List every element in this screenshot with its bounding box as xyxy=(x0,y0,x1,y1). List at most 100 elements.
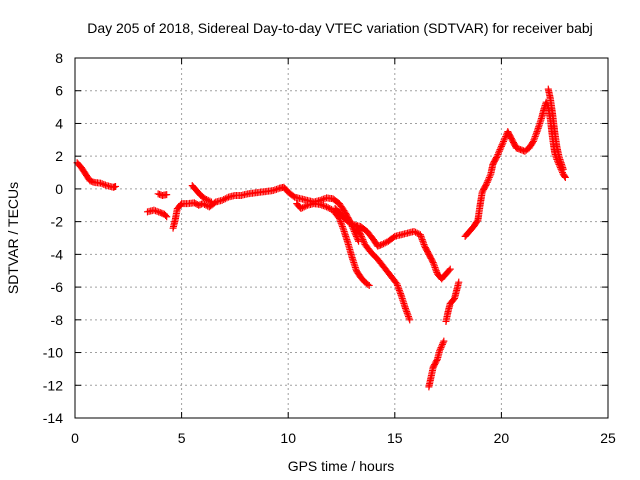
data-point xyxy=(500,137,508,145)
data-point xyxy=(438,342,446,350)
data-point xyxy=(207,198,215,206)
y-tick-label: -8 xyxy=(51,312,64,328)
data-point xyxy=(531,133,539,141)
data-point xyxy=(338,223,346,231)
x-tick-label: 15 xyxy=(387,430,403,446)
data-point xyxy=(395,285,403,293)
series-segment-seg10 xyxy=(442,278,463,325)
data-point xyxy=(297,205,305,213)
data-point xyxy=(455,278,463,286)
y-axis-label: SDTVAR / TECUs xyxy=(5,182,21,294)
series-segment-seg2 xyxy=(143,206,171,221)
data-point xyxy=(324,204,332,212)
data-point xyxy=(381,239,389,247)
data-point xyxy=(300,203,308,211)
data-point xyxy=(360,237,368,245)
data-point xyxy=(485,173,493,181)
data-point xyxy=(199,200,207,208)
data-point xyxy=(394,283,402,291)
data-point xyxy=(413,229,421,237)
x-tick-label: 0 xyxy=(71,430,79,446)
data-point xyxy=(402,306,410,314)
data-point xyxy=(429,259,437,267)
data-point xyxy=(430,260,438,268)
data-point xyxy=(403,309,411,317)
y-tick-label: -6 xyxy=(51,279,64,295)
data-point xyxy=(561,173,569,181)
data-point xyxy=(445,266,453,274)
data-point xyxy=(349,220,357,228)
data-point xyxy=(418,234,426,242)
data-point xyxy=(347,219,355,227)
data-point xyxy=(358,234,366,242)
data-point xyxy=(220,196,228,204)
data-point xyxy=(428,257,436,265)
series-segment-seg5 xyxy=(188,182,215,206)
data-point xyxy=(318,201,326,209)
data-point xyxy=(493,152,501,160)
data-point xyxy=(323,203,331,211)
data-point xyxy=(438,340,446,348)
data-point xyxy=(432,267,440,275)
data-point xyxy=(559,165,567,173)
data-point xyxy=(532,131,540,139)
data-point xyxy=(486,172,494,180)
data-point xyxy=(495,147,503,155)
data-point xyxy=(404,311,412,319)
data-point xyxy=(155,208,163,216)
data-point xyxy=(269,187,277,195)
data-point xyxy=(364,280,372,288)
data-point xyxy=(221,195,229,203)
data-point xyxy=(397,290,405,298)
data-point xyxy=(150,206,158,214)
series-segment-seg4 xyxy=(169,183,363,245)
y-tick-label: -4 xyxy=(51,246,64,262)
data-point xyxy=(482,180,490,188)
series-segment-seg6 xyxy=(293,200,373,289)
data-point xyxy=(274,185,282,193)
data-point xyxy=(532,129,540,137)
data-point xyxy=(401,304,409,312)
data-point xyxy=(357,231,365,239)
data-point xyxy=(420,241,428,249)
data-point xyxy=(529,139,537,147)
data-point xyxy=(494,151,502,159)
data-point xyxy=(163,213,171,221)
data-point xyxy=(473,217,481,225)
data-point xyxy=(338,221,346,229)
data-point xyxy=(204,196,212,204)
data-point xyxy=(151,207,159,215)
data-point xyxy=(396,288,404,296)
data-point xyxy=(446,265,454,273)
y-tick-label: -10 xyxy=(43,345,63,361)
y-tick-label: 8 xyxy=(55,50,63,66)
y-tick-label: -2 xyxy=(51,214,64,230)
data-point xyxy=(403,308,411,316)
data-point xyxy=(417,232,425,240)
data-point xyxy=(497,144,505,152)
data-point xyxy=(484,177,492,185)
data-point xyxy=(302,202,310,210)
data-point xyxy=(439,339,447,347)
series-segment-seg12 xyxy=(544,85,567,173)
data-point xyxy=(498,141,506,149)
data-point xyxy=(271,186,279,194)
series-segment-seg7 xyxy=(331,205,454,283)
data-point xyxy=(321,202,329,210)
y-tick-label: 2 xyxy=(55,148,63,164)
data-point xyxy=(430,262,438,270)
data-point xyxy=(392,278,400,286)
data-point xyxy=(97,179,105,187)
data-point xyxy=(431,263,439,271)
data-point xyxy=(529,137,537,145)
data-point xyxy=(501,134,509,142)
data-point xyxy=(410,227,418,235)
data-point xyxy=(345,218,353,226)
series-segment-seg9 xyxy=(425,337,448,391)
data-point xyxy=(418,236,426,244)
x-tick-label: 5 xyxy=(178,430,186,446)
data-point xyxy=(405,313,413,321)
data-point xyxy=(440,337,448,345)
x-tick-labels: 0 5 10 15 20 25 xyxy=(71,430,616,446)
